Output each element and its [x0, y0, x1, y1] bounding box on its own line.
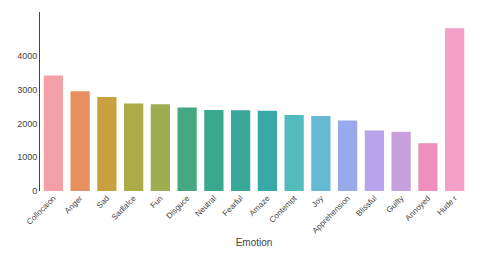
svg-text:Amaze: Amaze	[248, 193, 272, 217]
svg-text:1000: 1000	[17, 152, 37, 162]
svg-text:Apprehension: Apprehension	[311, 194, 352, 235]
svg-text:Fearful: Fearful	[221, 194, 245, 218]
svg-text:Collocaion: Collocaion	[25, 194, 58, 227]
svg-text:Blissful: Blissful	[354, 194, 378, 218]
svg-text:Anger: Anger	[63, 194, 85, 216]
svg-text:Neutral: Neutral	[194, 194, 219, 219]
svg-text:2000: 2000	[17, 119, 37, 129]
svg-text:4000: 4000	[17, 51, 37, 61]
svg-text:Sad: Sad	[95, 194, 111, 210]
svg-text:Joy: Joy	[310, 194, 325, 209]
svg-text:3000: 3000	[17, 85, 37, 95]
svg-text:Contempt: Contempt	[267, 193, 298, 224]
svg-text:Guilty: Guilty	[385, 194, 406, 215]
svg-text:Sadlalce: Sadlalce	[110, 193, 138, 221]
svg-text:Annoyed: Annoyed	[403, 194, 432, 223]
svg-text:Disguce: Disguce	[165, 193, 192, 220]
svg-text:Emotion: Emotion	[236, 237, 273, 248]
svg-text:Hude r: Hude r	[436, 194, 460, 218]
svg-text:Fun: Fun	[149, 194, 165, 210]
svg-text:0: 0	[32, 186, 37, 196]
